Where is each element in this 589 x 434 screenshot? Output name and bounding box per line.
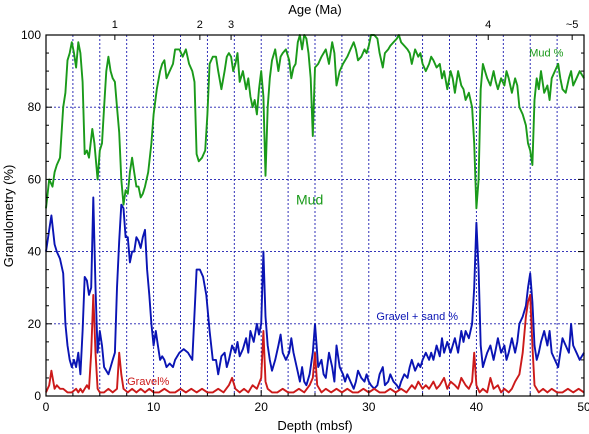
x-tick-label: 0 (43, 400, 50, 414)
annotation-label: Gravel + sand % (376, 311, 458, 323)
plot-frame (45, 34, 585, 397)
x-tick-label: 30 (362, 400, 376, 414)
age-tick-label: 1 (112, 19, 118, 31)
y-tick-label: 60 (28, 172, 42, 186)
axis-ticks: 0 10 20 30 40 50 0 20 40 60 80 100 1 2 3 4 ~5 (21, 19, 589, 414)
age-tick-label: 2 (197, 19, 203, 31)
x-tick-label: 20 (255, 400, 269, 414)
y-axis-label: Granulometry (%) (1, 165, 16, 268)
x-tick-label: 40 (470, 400, 484, 414)
x-axis-label: Depth (mbsf) (277, 418, 352, 433)
annotation-label: Mud % (529, 48, 563, 60)
y-tick-label: 80 (28, 100, 42, 114)
age-tick-label: ~5 (566, 19, 579, 31)
age-tick-label: 3 (228, 19, 234, 31)
y-tick-label: 40 (28, 245, 42, 259)
grid-lines (46, 35, 584, 396)
y-tick-label: 100 (21, 28, 41, 42)
y-tick-label: 20 (28, 317, 42, 331)
x-tick-label: 10 (147, 400, 161, 414)
age-tick-label: 4 (485, 19, 491, 31)
annotation-label: Mud (296, 192, 323, 208)
annotations: Mud % Mud Gravel + sand % Gravel% (127, 48, 564, 389)
series-line-gravel-sand (45, 196, 585, 390)
top-axis-label: Age (Ma) (288, 2, 341, 17)
y-tick-label: 0 (34, 389, 41, 403)
x-tick-label: 50 (577, 400, 589, 414)
series-line-gravel (45, 293, 585, 394)
annotation-label: Gravel% (127, 376, 169, 388)
